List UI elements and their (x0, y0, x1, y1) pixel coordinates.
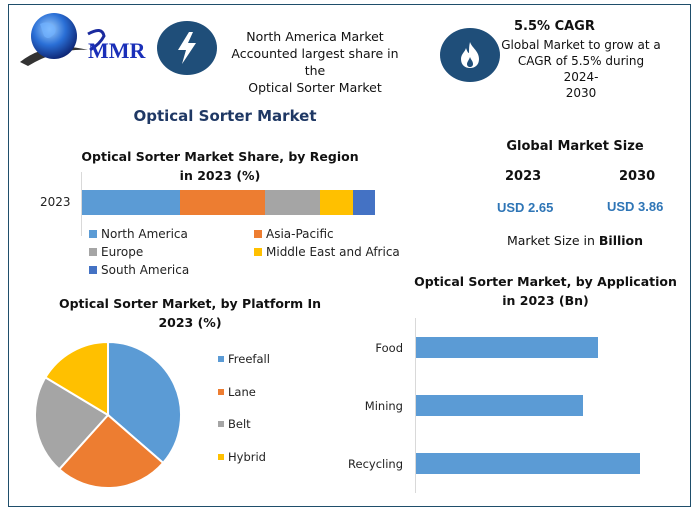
market-size-value-2023: USD 2.65 (497, 200, 554, 215)
legend-label: South America (101, 263, 190, 277)
legend-label: Europe (101, 245, 144, 259)
highlight-line: North America Market (246, 29, 384, 44)
region-chart-title: Optical Sorter Market Share, by Region i… (81, 149, 359, 183)
platform-pie-chart (33, 340, 182, 490)
legend-label: North America (101, 227, 188, 241)
cagr-line: Global Market to grow at a (501, 38, 661, 52)
legend-swatch (89, 266, 97, 274)
legend-mea: Middle East and Africa (254, 245, 400, 259)
legend-swatch (89, 230, 97, 238)
market-size-year-2030: 2030 (619, 169, 656, 184)
legend-swatch (218, 356, 224, 362)
legend-belt: Belt (218, 417, 251, 431)
bar-food (416, 337, 598, 358)
pie-slice-lane (57, 413, 165, 490)
legend-europe: Europe (89, 245, 143, 259)
bar-segment-mea (320, 190, 353, 215)
category-food: Food (375, 341, 403, 355)
bar-recycling (416, 453, 640, 474)
highlight-line: Optical Sorter Market (248, 80, 382, 95)
bar-segment-south-america (353, 190, 375, 215)
legend-swatch (89, 248, 97, 256)
legend-swatch (254, 230, 262, 238)
legend-swatch (218, 421, 224, 427)
legend-swatch (254, 248, 262, 256)
region-axis-line (81, 172, 82, 236)
application-chart-title: Optical Sorter Market, by Application in… (414, 274, 677, 308)
bar-segment-asia-pacific (180, 190, 265, 215)
legend-label: Lane (228, 385, 256, 399)
application-axis-line (415, 318, 416, 493)
region-category-label: 2023 (40, 195, 71, 209)
cagr-title: 5.5% CAGR (514, 19, 595, 34)
highlight-line: Accounted largest share in the (231, 46, 399, 78)
mmr-logo: MMR (18, 10, 148, 72)
legend-north-america: North America (89, 227, 188, 241)
market-size-value-2030: USD 3.86 (607, 199, 664, 214)
legend-label: Middle East and Africa (266, 245, 400, 259)
region-stacked-bar (82, 190, 375, 215)
lightning-bolt-icon (157, 21, 217, 75)
market-size-note: Market Size in Billion (470, 233, 680, 248)
legend-label: Freefall (228, 352, 270, 366)
infographic-frame (8, 4, 691, 507)
note-unit: Billion (598, 233, 644, 248)
flame-icon (440, 28, 500, 82)
legend-swatch (218, 389, 224, 395)
legend-label: Asia-Pacific (266, 227, 334, 241)
legend-freefall: Freefall (218, 352, 270, 366)
note-prefix: Market Size in (506, 233, 599, 248)
pie-slice-hybrid (44, 340, 109, 417)
cagr-description: Global Market to grow at a CAGR of 5.5% … (500, 37, 662, 101)
bar-segment-europe (265, 190, 320, 215)
bar-mining (416, 395, 583, 416)
bar-segment-north-america (82, 190, 180, 215)
legend-swatch (218, 454, 224, 460)
legend-asia-pacific: Asia-Pacific (254, 227, 334, 241)
platform-chart-title: Optical Sorter Market, by Platform In 20… (58, 296, 322, 330)
legend-label: Hybrid (228, 450, 266, 464)
market-size-year-2023: 2023 (505, 169, 542, 184)
legend-south-america: South America (89, 263, 189, 277)
market-size-title: Global Market Size (506, 139, 644, 154)
legend-label: Belt (228, 417, 251, 431)
svg-text:MMR: MMR (88, 38, 147, 63)
legend-hybrid: Hybrid (218, 450, 266, 464)
pie-slice-freefall (107, 340, 182, 465)
legend-lane: Lane (218, 385, 256, 399)
pie-slice-belt (33, 376, 110, 471)
cagr-line: CAGR of 5.5% during 2024- (517, 54, 645, 84)
category-recycling: Recycling (348, 457, 403, 471)
page-title: Optical Sorter Market (133, 107, 317, 125)
category-mining: Mining (364, 399, 403, 413)
north-america-highlight: North America Market Accounted largest s… (220, 28, 410, 96)
cagr-line: 2030 (565, 86, 597, 100)
globe-logo-icon: MMR (20, 13, 147, 66)
